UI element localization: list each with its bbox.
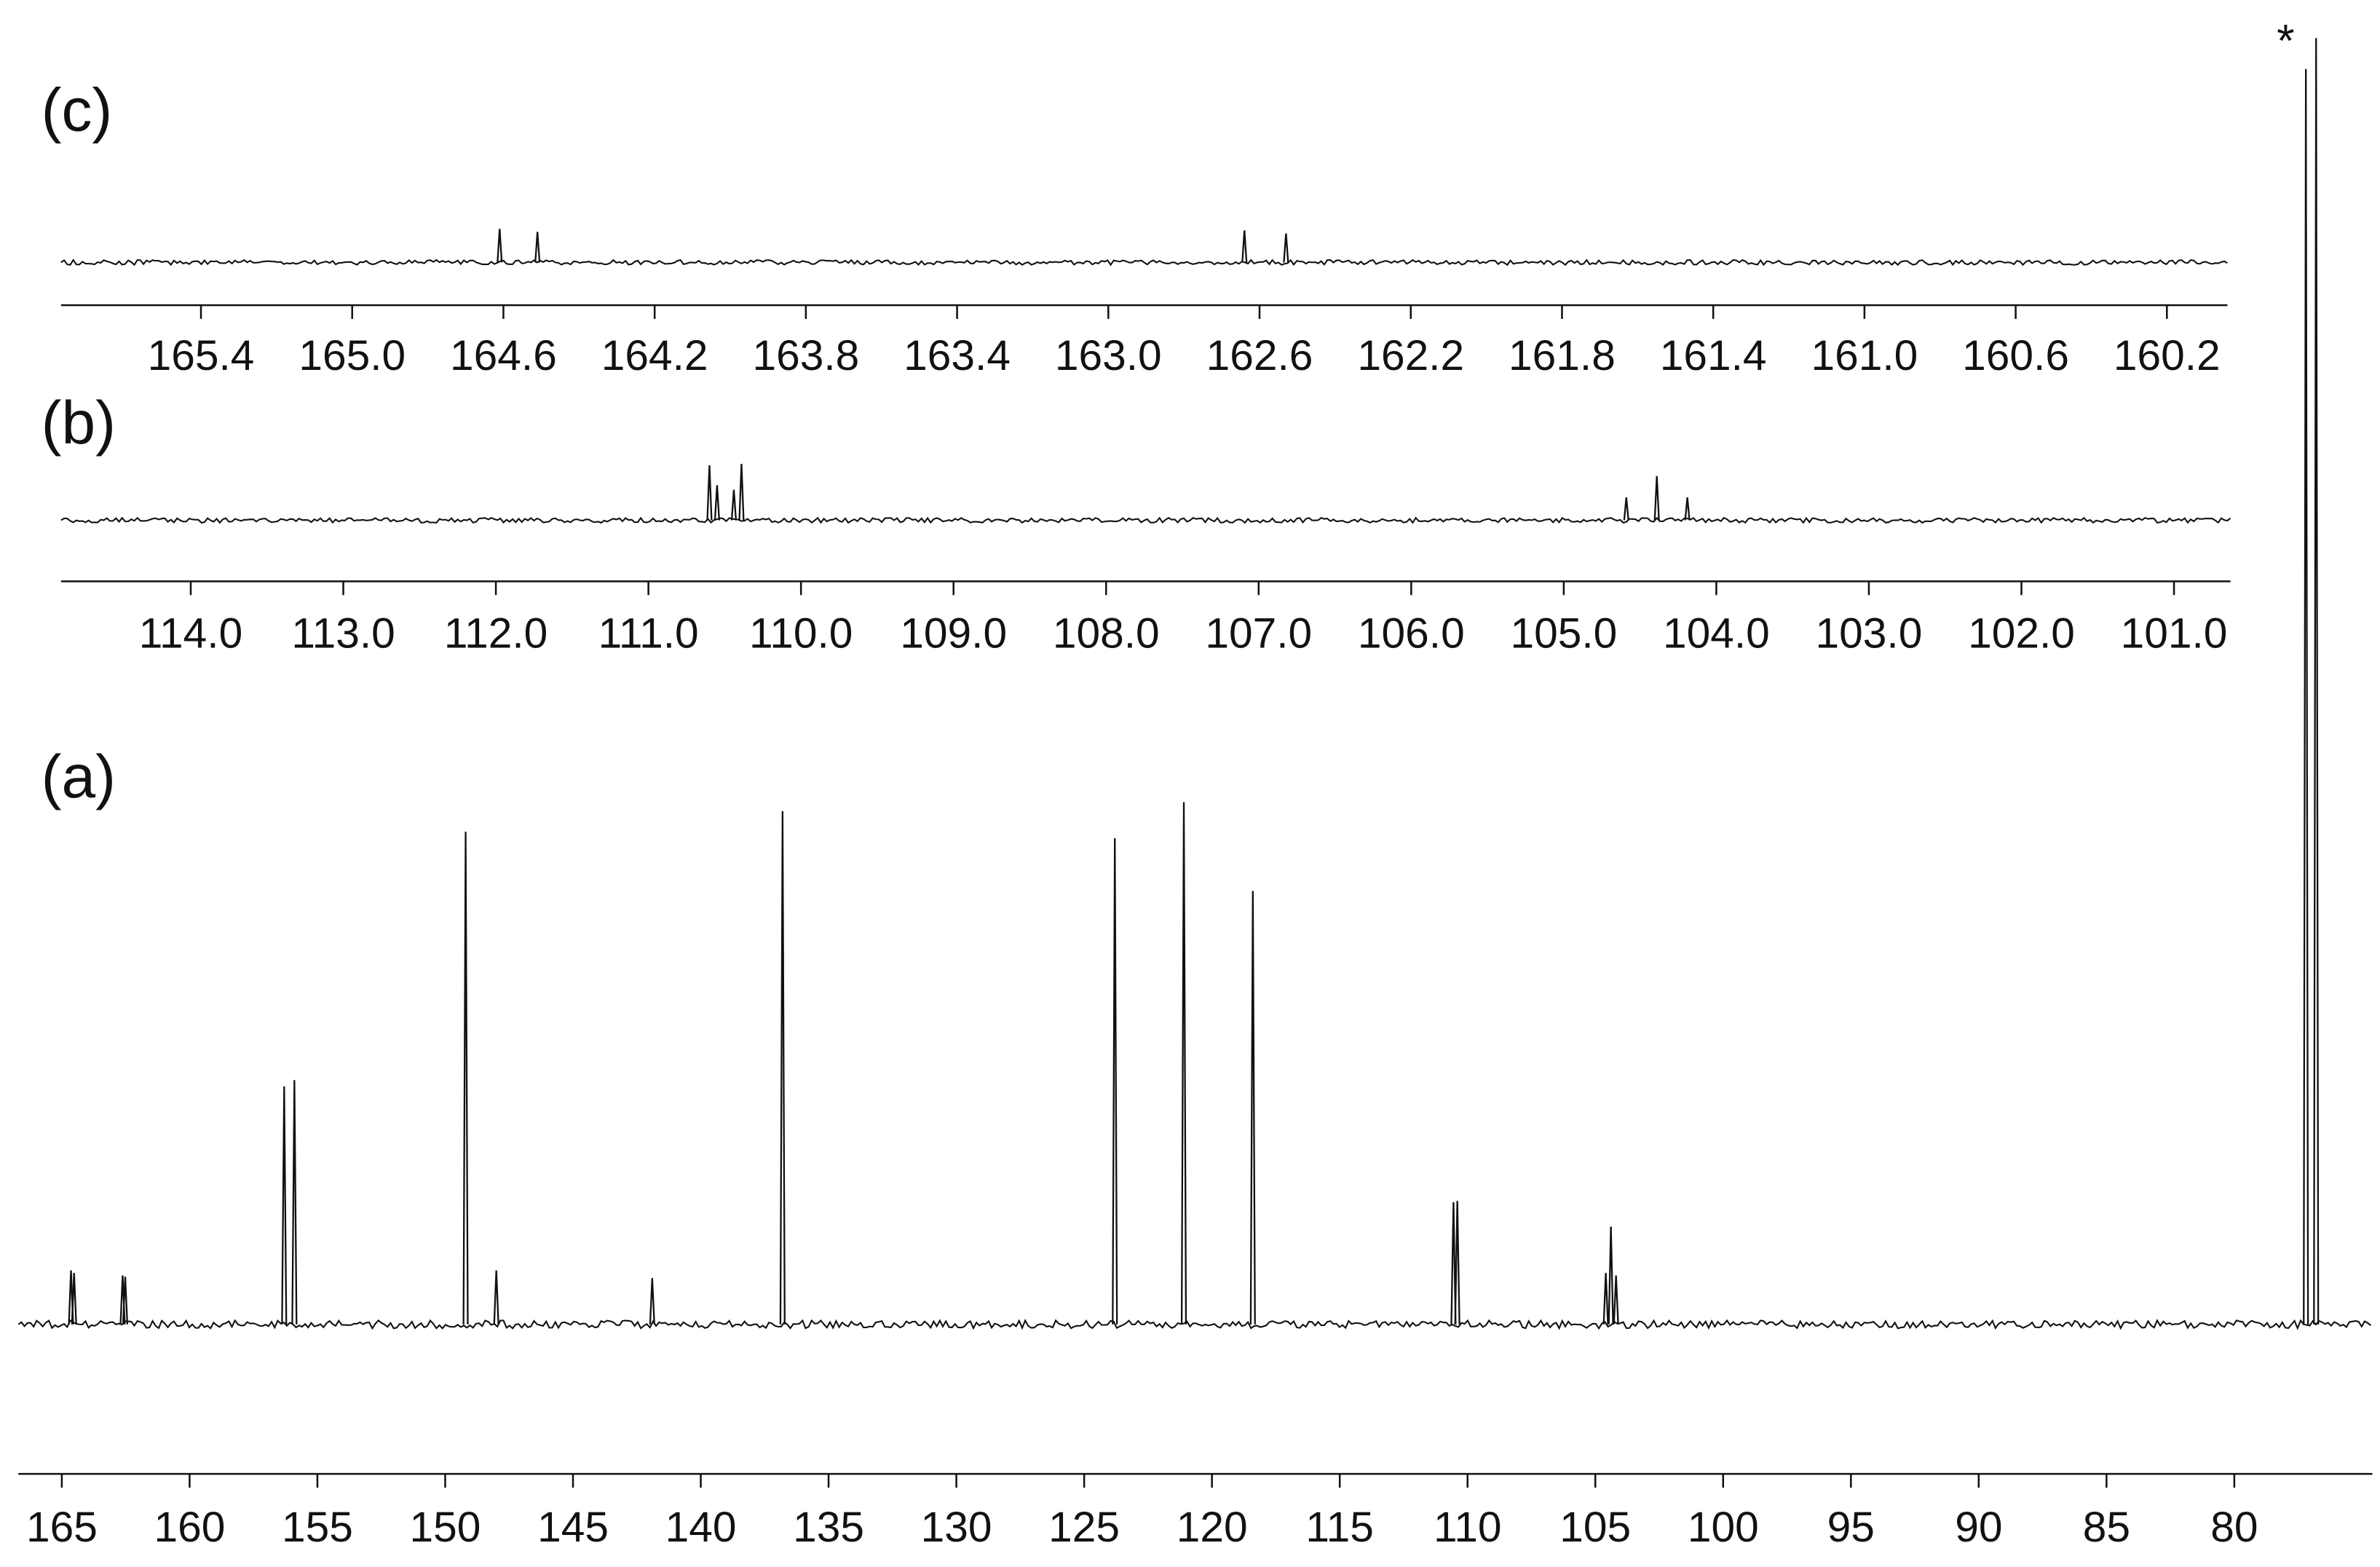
x-tick-label: 90 bbox=[1955, 1504, 2002, 1551]
peak bbox=[649, 1278, 655, 1325]
peak bbox=[730, 489, 738, 521]
peak bbox=[462, 832, 469, 1325]
peak bbox=[1653, 475, 1660, 521]
peak bbox=[1241, 230, 1248, 263]
peak bbox=[1180, 802, 1187, 1325]
baseline-noise bbox=[17, 1319, 2372, 1330]
peak bbox=[1112, 838, 1118, 1325]
x-tick-label: 165 bbox=[26, 1504, 98, 1551]
x-tick-label: 95 bbox=[1827, 1504, 1875, 1551]
peak bbox=[1283, 233, 1289, 263]
x-tick-label: 162.6 bbox=[1206, 332, 1313, 379]
x-tick-label: 161.4 bbox=[1660, 332, 1767, 379]
x-tick-label: 164.2 bbox=[601, 332, 708, 379]
peak bbox=[71, 1273, 77, 1325]
baseline-noise bbox=[60, 258, 2228, 267]
annotation: * bbox=[2277, 15, 2294, 66]
x-tick-label: 165.0 bbox=[299, 332, 406, 379]
x-tick-label: 107.0 bbox=[1205, 609, 1312, 657]
x-tick-label: 145 bbox=[537, 1504, 609, 1551]
x-tick-label: 163.8 bbox=[752, 332, 859, 379]
x-tick-label: 101.0 bbox=[2121, 609, 2228, 657]
x-tick-label: 112.0 bbox=[444, 609, 547, 657]
x-tick-label: 163.4 bbox=[904, 332, 1011, 379]
x-tick-label: 109.0 bbox=[900, 609, 1007, 657]
x-tick-label: 103.0 bbox=[1816, 609, 1923, 657]
x-tick-label: 110 bbox=[1434, 1504, 1502, 1551]
peak bbox=[1454, 1201, 1460, 1325]
x-tick-label: 100 bbox=[1688, 1504, 1759, 1551]
x-tick-label: 114.0 bbox=[139, 609, 242, 657]
x-tick-label: 80 bbox=[2210, 1504, 2258, 1551]
x-tick-label: 105 bbox=[1559, 1504, 1631, 1551]
x-tick-label: 110.0 bbox=[749, 609, 853, 657]
peak bbox=[493, 1270, 499, 1325]
peak bbox=[497, 229, 503, 263]
x-tick-label: 160.2 bbox=[2114, 332, 2221, 379]
x-tick-label: 164.6 bbox=[450, 332, 557, 379]
peak bbox=[706, 465, 713, 521]
x-tick-label: 106.0 bbox=[1358, 609, 1465, 657]
x-tick-label: 160.6 bbox=[1962, 332, 2069, 379]
peak bbox=[1602, 1273, 1609, 1325]
x-tick-label: 161.0 bbox=[1811, 332, 1918, 379]
peak bbox=[291, 1080, 298, 1325]
peak bbox=[2313, 38, 2320, 1325]
x-tick-label: 165.4 bbox=[148, 332, 255, 379]
peak bbox=[122, 1276, 129, 1325]
x-tick-label: 155 bbox=[282, 1504, 353, 1551]
x-tick-label: 163.0 bbox=[1055, 332, 1162, 379]
panel-label: (c) bbox=[41, 75, 113, 143]
x-tick-label: 120 bbox=[1177, 1504, 1248, 1551]
peak bbox=[713, 485, 721, 521]
panel-label: (a) bbox=[41, 742, 116, 810]
x-tick-label: 160 bbox=[154, 1504, 225, 1551]
peak bbox=[1249, 891, 1256, 1325]
peak bbox=[1623, 497, 1629, 521]
baseline-noise bbox=[60, 516, 2231, 524]
peak bbox=[2303, 68, 2309, 1325]
x-tick-label: 130 bbox=[921, 1504, 992, 1551]
peak bbox=[779, 811, 786, 1325]
peak bbox=[534, 232, 541, 263]
peak bbox=[1613, 1275, 1619, 1325]
x-tick-label: 105.0 bbox=[1510, 609, 1617, 657]
x-tick-label: 125 bbox=[1048, 1504, 1120, 1551]
peak bbox=[1450, 1201, 1457, 1325]
x-tick-label: 111.0 bbox=[598, 609, 699, 657]
peak bbox=[1684, 497, 1691, 521]
x-tick-label: 85 bbox=[2083, 1504, 2130, 1551]
x-tick-label: 115 bbox=[1305, 1504, 1374, 1551]
panel-label: (b) bbox=[41, 388, 116, 457]
peak bbox=[281, 1086, 288, 1325]
x-tick-label: 140 bbox=[665, 1504, 737, 1551]
x-tick-label: 135 bbox=[793, 1504, 864, 1551]
x-tick-label: 162.2 bbox=[1357, 332, 1464, 379]
x-tick-label: 102.0 bbox=[1968, 609, 2075, 657]
peak bbox=[738, 463, 745, 521]
peak bbox=[1608, 1226, 1614, 1325]
x-tick-label: 161.8 bbox=[1509, 332, 1616, 379]
x-tick-label: 113.0 bbox=[291, 609, 395, 657]
x-tick-label: 150 bbox=[410, 1504, 481, 1551]
x-tick-label: 108.0 bbox=[1053, 609, 1160, 657]
x-tick-label: 104.0 bbox=[1663, 609, 1770, 657]
